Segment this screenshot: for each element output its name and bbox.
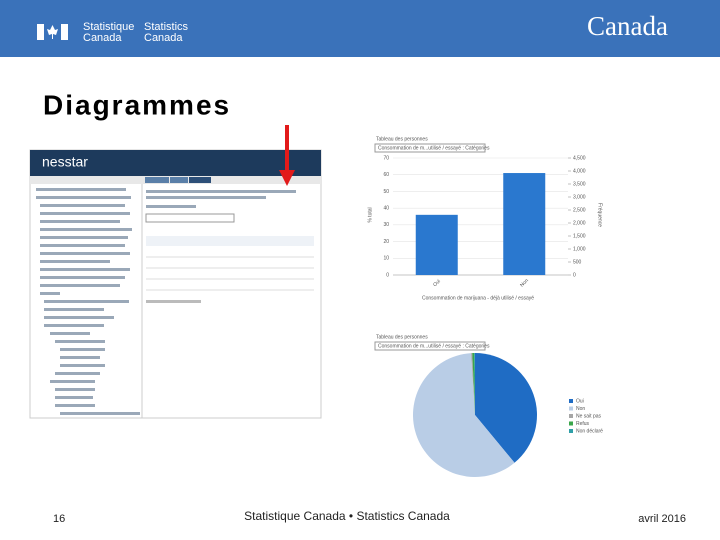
legend-swatch [569, 421, 573, 426]
dropdown-text: Consommation de m...utilisé / essayé : C… [378, 343, 490, 349]
flag-icon [37, 24, 68, 40]
page-number: 16 [53, 513, 65, 525]
dropdown [374, 143, 486, 153]
y2-tick-label: 3,500 [573, 181, 586, 187]
table-label: Tableau des personnes [376, 334, 428, 340]
y-tick-label: 20 [383, 239, 389, 245]
y2-tick-label: 4,000 [573, 168, 586, 174]
legend-label: Oui [576, 398, 584, 404]
wordmark: Canada [587, 11, 668, 41]
y2-tick-label: 1,000 [573, 246, 586, 252]
legend-label: Ne sait pas [576, 413, 602, 419]
y2-tick-label: 4,500 [573, 155, 586, 161]
table-label: Tableau des personnes [376, 136, 428, 142]
y-tick-label: 10 [383, 256, 389, 262]
legend-swatch [569, 429, 573, 433]
y-tick-label: 70 [383, 155, 389, 161]
footer-date: avril 2016 [638, 513, 686, 525]
y2-tick-label: 0 [573, 272, 576, 278]
pie-slice [471, 353, 475, 415]
left-screenshot: nesstar [29, 149, 322, 419]
dropdown-text: Consommation de m...utilisé / essayé : C… [378, 145, 490, 151]
pie-slice [474, 353, 475, 415]
y2-tick-label: 500 [573, 259, 582, 265]
right-screenshot: Tableau des personnes Consommation de m.… [367, 136, 603, 477]
y-tick-label: 40 [383, 205, 389, 211]
pie-slice [412, 353, 515, 477]
bar [503, 173, 546, 275]
legend-swatch [569, 406, 573, 411]
pie-slice [472, 353, 475, 415]
bar [415, 214, 458, 275]
x-axis-title: Consommation de marijuana - déjà utilisé… [422, 295, 534, 301]
legend-label: Non [576, 406, 585, 412]
fip-text: Statistique [83, 21, 134, 33]
legend-swatch [569, 399, 573, 403]
y-tick-label: 60 [383, 172, 389, 178]
fip-text: Canada [83, 32, 122, 44]
y2-tick-label: 3,000 [573, 194, 586, 200]
footer-agency: Statistique Canada • Statistics Canada [244, 509, 450, 523]
y-tick-label: 30 [383, 222, 389, 228]
dropdown [374, 341, 486, 351]
pie-slice [475, 353, 537, 463]
x-tick-label: Oui [432, 278, 442, 288]
y-axis-title: % total [367, 207, 373, 222]
legend-swatch [569, 414, 573, 418]
header-bar [0, 0, 720, 57]
fip-text: Canada [144, 32, 183, 44]
x-tick-label: Non [519, 278, 530, 289]
y-tick-label: 0 [386, 272, 389, 278]
legend-label: Refus [576, 421, 590, 427]
legend-label: Non déclaré [576, 428, 603, 434]
logo: nesstar [42, 154, 88, 170]
y2-axis-title: Fréquence [597, 203, 603, 227]
y2-tick-label: 1,500 [573, 233, 586, 239]
y2-tick-label: 2,500 [573, 207, 586, 213]
red-arrow [279, 125, 295, 186]
fip-text: Statistics [144, 21, 189, 33]
y2-tick-label: 2,000 [573, 220, 586, 226]
y-tick-label: 50 [383, 189, 389, 195]
slide-title: Diagrammes [43, 89, 231, 120]
